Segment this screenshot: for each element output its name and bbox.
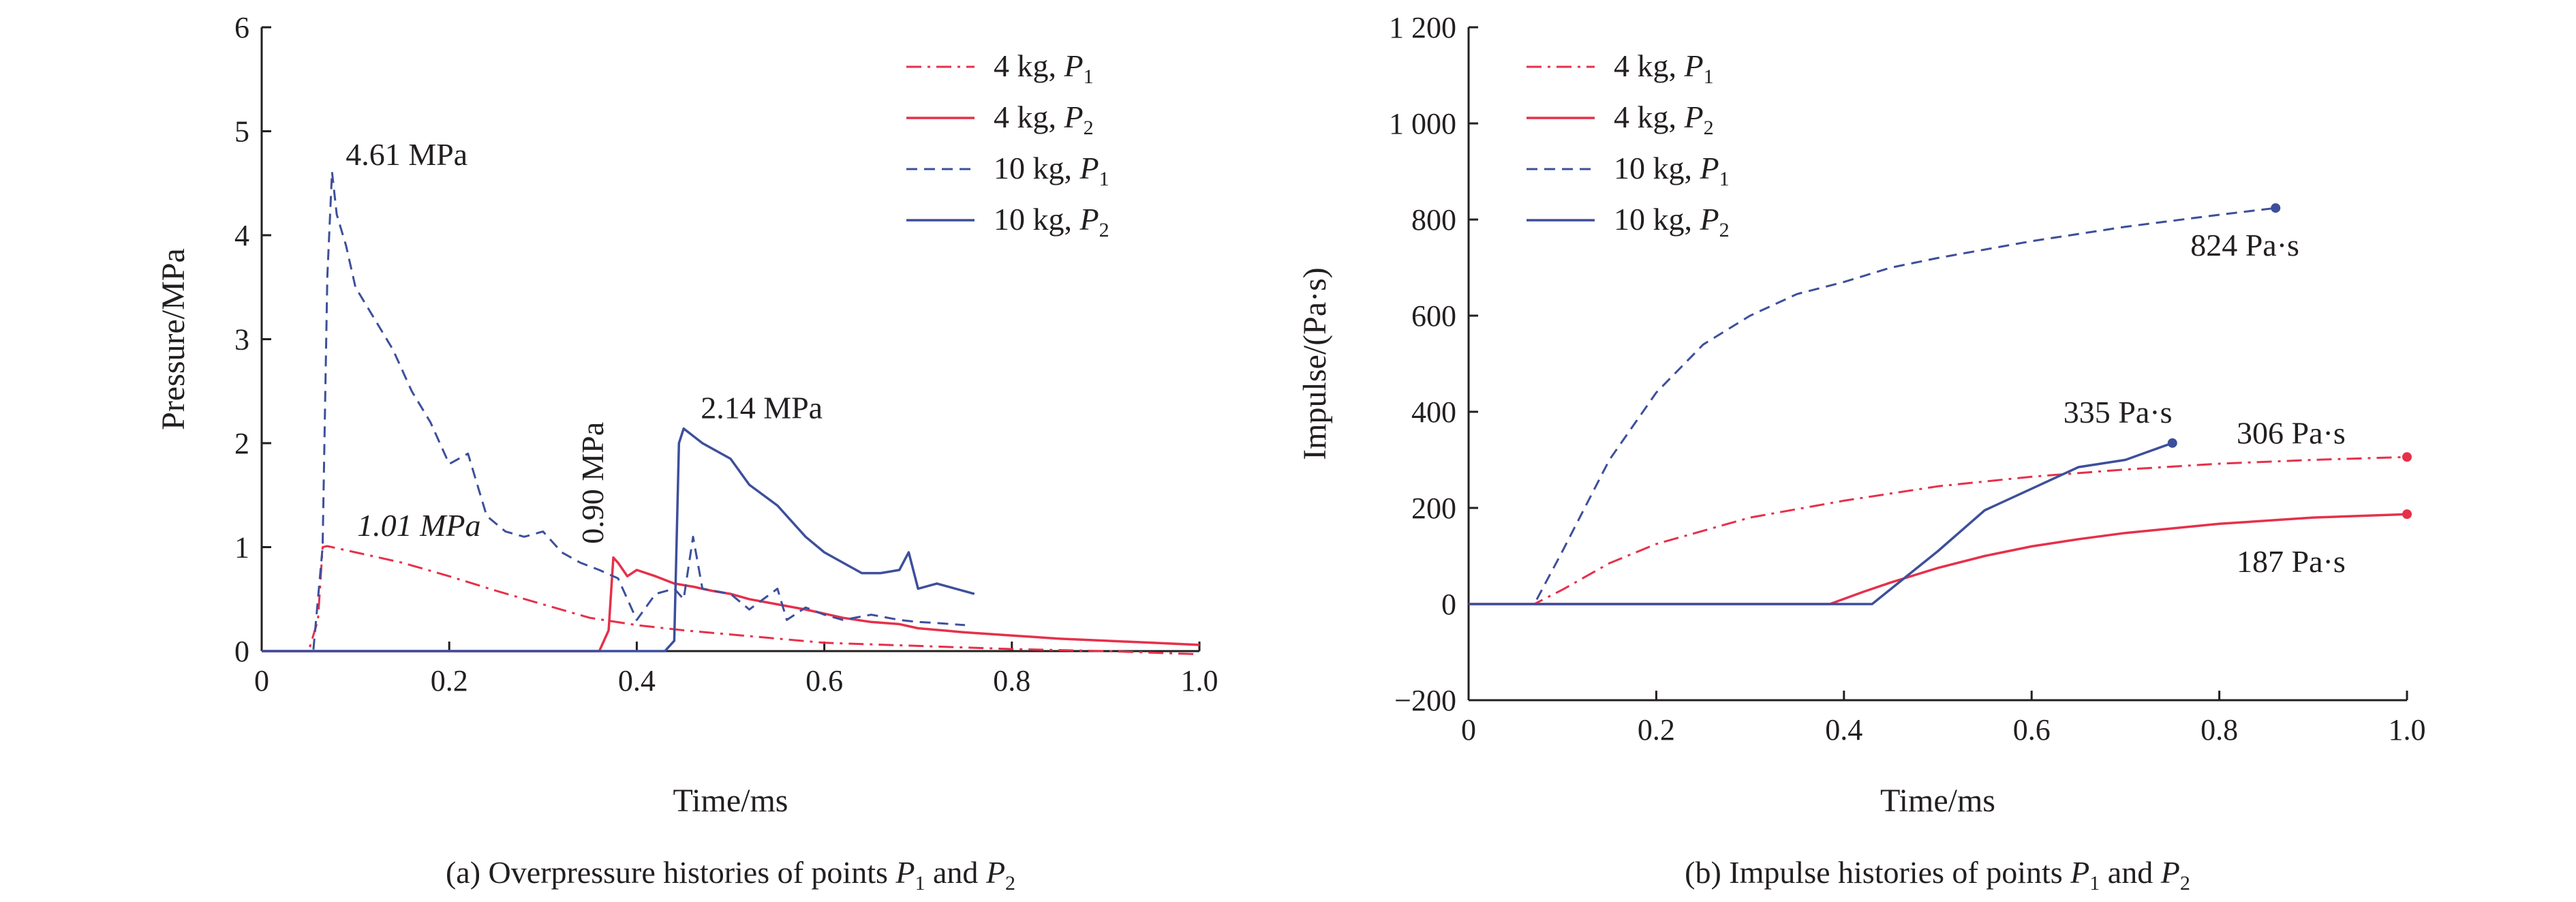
legend-point: P <box>1064 48 1084 83</box>
legend-entry: 4 kg, P2 <box>994 100 1094 139</box>
y-tick-label: 200 <box>1411 492 1456 525</box>
x-axis-label: Time/ms <box>1880 783 1995 819</box>
legend-point-sub: 2 <box>1084 117 1094 139</box>
y-tick-label: 0 <box>1441 588 1456 621</box>
value-annotation: 2.14 MPa <box>701 391 823 425</box>
legend-entry: 4 kg, P2 <box>1614 100 1714 139</box>
legend-entry: 10 kg, P1 <box>994 151 1109 190</box>
y-tick-label: 1 200 <box>1389 11 1456 44</box>
value-annotation: 824 Pa·s <box>2190 228 2299 262</box>
series-line-b4 <box>1469 442 2173 605</box>
x-tick-label: 0.4 <box>618 664 656 697</box>
x-tick-label: 0.8 <box>2201 713 2238 747</box>
legend-point-sub: 1 <box>1704 65 1714 88</box>
series-line-b1 <box>1469 455 2408 605</box>
legend-mass: 4 kg, <box>994 100 1064 134</box>
y-tick-label: 800 <box>1411 203 1456 237</box>
y-tick-label: 6 <box>234 11 249 44</box>
panel-a-chart: 0 0.2 0.4 0.6 0.8 1.0 0 1 2 3 4 5 6 Pressure/MPa Time/… <box>155 11 1218 895</box>
legend-entry: 4 kg, P1 <box>994 48 1094 88</box>
legend-point: P <box>1700 202 1719 237</box>
y-tick-label: 1 <box>234 531 249 565</box>
panel-caption: (b) Impulse histories of points P1 and P… <box>1685 855 2190 895</box>
legend-point: P <box>1700 151 1719 185</box>
value-annotation: 0.90 MPa <box>575 422 610 544</box>
x-tick-label: 1.0 <box>2389 713 2426 747</box>
legend-mass: 10 kg, <box>994 202 1080 237</box>
y-tick-label: 2 <box>234 427 249 460</box>
x-axis-label: Time/ms <box>673 783 788 819</box>
panel-caption: (a) Overpressure histories of points P1 … <box>446 855 1015 895</box>
legend-point-sub: 2 <box>1719 219 1730 241</box>
legend-entry: 4 kg, P1 <box>1614 48 1714 88</box>
y-tick-label: 400 <box>1411 395 1456 429</box>
series-end-marker <box>2271 203 2281 213</box>
x-tick-label: 0.6 <box>2013 713 2051 747</box>
y-tick-label: 5 <box>234 115 249 149</box>
value-annotation: 335 Pa·s <box>2064 395 2173 430</box>
x-tick-label: 0.2 <box>431 664 468 697</box>
value-annotation: 187 Pa·s <box>2237 544 2346 579</box>
legend-mass: 10 kg, <box>1614 151 1700 185</box>
series-line-a3 <box>262 170 966 652</box>
legend-entry: 10 kg, P2 <box>1614 202 1730 241</box>
x-tick-label: 0.8 <box>993 664 1030 697</box>
x-tick-label: 0.4 <box>1825 713 1862 747</box>
y-tick-label: 0 <box>234 635 249 668</box>
y-tick-label: 3 <box>234 323 249 357</box>
y-axis-label: Pressure/MPa <box>155 248 191 430</box>
legend-point-sub: 1 <box>1099 168 1109 190</box>
x-tick-label: 0.2 <box>1638 713 1675 747</box>
legend-entry: 10 kg, P2 <box>994 202 1109 241</box>
legend-point-sub: 1 <box>1084 65 1094 88</box>
series-line-a2 <box>262 556 1200 652</box>
x-tick-label: 0.6 <box>806 664 843 697</box>
legend-mass: 10 kg, <box>994 151 1080 185</box>
legend-point: P <box>1079 151 1099 185</box>
legend-point: P <box>1064 100 1084 134</box>
value-annotation: 306 Pa·s <box>2237 415 2346 450</box>
value-annotation: 4.61 MPa <box>346 137 467 172</box>
y-tick-label: −200 <box>1394 684 1456 717</box>
y-tick-label: 1 000 <box>1389 107 1456 140</box>
legend-point: P <box>1684 48 1704 83</box>
legend-point-sub: 2 <box>1099 219 1109 241</box>
series-end-marker <box>2167 438 2177 448</box>
legend-mass: 10 kg, <box>1614 202 1700 237</box>
y-tick-label: 600 <box>1411 299 1456 333</box>
legend-mass: 4 kg, <box>1614 48 1685 83</box>
legend-point-sub: 1 <box>1719 168 1730 190</box>
y-tick-label: 4 <box>234 219 249 252</box>
series-line-b2 <box>1469 513 2408 605</box>
x-tick-label: 0 <box>254 664 269 697</box>
value-annotation: 1.01 MPa <box>357 508 480 543</box>
x-tick-label: 0 <box>1461 713 1476 747</box>
series-line-a1 <box>262 545 1200 656</box>
legend-mass: 4 kg, <box>1614 100 1685 134</box>
legend-point: P <box>1684 100 1704 134</box>
legend-mass: 4 kg, <box>994 48 1064 83</box>
legend-entry: 10 kg, P1 <box>1614 151 1730 190</box>
legend-point-sub: 2 <box>1704 117 1714 139</box>
series-end-marker <box>2402 452 2412 462</box>
legend-point: P <box>1079 202 1099 237</box>
series-line-b3 <box>1469 207 2276 605</box>
x-tick-label: 1.0 <box>1181 664 1218 697</box>
y-axis-label: Impulse/(Pa·s) <box>1297 267 1333 460</box>
series-end-marker <box>2402 509 2412 520</box>
series-line-a4 <box>262 427 975 652</box>
